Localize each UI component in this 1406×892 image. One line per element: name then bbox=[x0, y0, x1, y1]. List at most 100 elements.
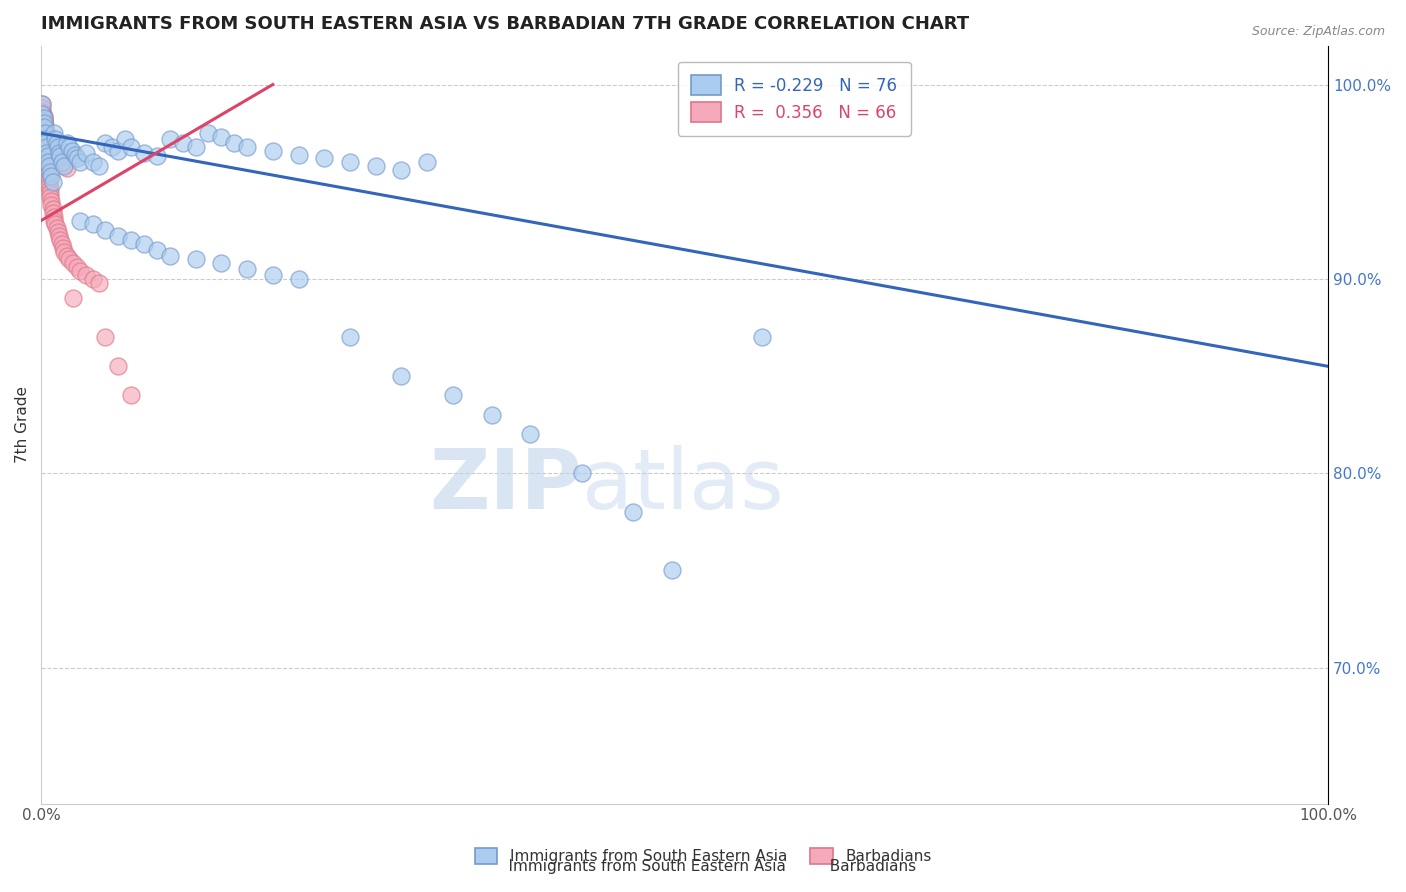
Point bbox=[107, 144, 129, 158]
Point bbox=[339, 155, 361, 169]
Point bbox=[42, 210, 65, 224]
Point bbox=[32, 112, 55, 127]
Point bbox=[35, 155, 58, 169]
Point bbox=[58, 252, 80, 267]
Point bbox=[621, 505, 644, 519]
Point bbox=[159, 132, 181, 146]
Text: atlas: atlas bbox=[582, 445, 783, 525]
Point bbox=[107, 229, 129, 244]
Point bbox=[236, 262, 259, 277]
Point bbox=[37, 163, 59, 178]
Point bbox=[45, 221, 67, 235]
Point bbox=[132, 145, 155, 160]
Point bbox=[34, 132, 56, 146]
Point bbox=[41, 142, 63, 156]
Point bbox=[416, 155, 439, 169]
Point bbox=[94, 330, 117, 344]
Point bbox=[146, 243, 169, 257]
Point bbox=[53, 244, 76, 259]
Point bbox=[45, 149, 67, 163]
Point bbox=[236, 139, 259, 153]
Legend: Immigrants from South Eastern Asia, Barbadians: Immigrants from South Eastern Asia, Barb… bbox=[467, 840, 939, 872]
Point bbox=[32, 111, 55, 125]
Point bbox=[87, 276, 110, 290]
Point bbox=[35, 139, 58, 153]
Point bbox=[339, 330, 361, 344]
Point bbox=[44, 218, 66, 232]
Point bbox=[32, 109, 55, 123]
Point bbox=[519, 427, 541, 442]
Point bbox=[287, 147, 309, 161]
Point bbox=[34, 122, 56, 136]
Point bbox=[184, 139, 207, 153]
Point bbox=[37, 130, 59, 145]
Text: Source: ZipAtlas.com: Source: ZipAtlas.com bbox=[1251, 25, 1385, 38]
Point bbox=[60, 144, 83, 158]
Point bbox=[661, 563, 683, 577]
Point bbox=[69, 213, 91, 227]
Point bbox=[39, 165, 62, 179]
Point bbox=[94, 223, 117, 237]
Point bbox=[53, 159, 76, 173]
Point bbox=[120, 139, 142, 153]
Text: IMMIGRANTS FROM SOUTH EASTERN ASIA VS BARBADIAN 7TH GRADE CORRELATION CHART: IMMIGRANTS FROM SOUTH EASTERN ASIA VS BA… bbox=[41, 15, 969, 33]
Point bbox=[481, 408, 503, 422]
Point bbox=[87, 159, 110, 173]
Point bbox=[56, 161, 79, 175]
Point bbox=[101, 139, 124, 153]
Point bbox=[35, 144, 58, 158]
Point bbox=[82, 218, 104, 232]
Point bbox=[314, 152, 336, 166]
Point bbox=[209, 256, 232, 270]
Point bbox=[32, 114, 55, 128]
Point bbox=[32, 116, 55, 130]
Point bbox=[46, 225, 69, 239]
Point bbox=[751, 330, 773, 344]
Point bbox=[42, 145, 65, 160]
Point bbox=[51, 155, 73, 169]
Point bbox=[224, 136, 246, 150]
Point bbox=[39, 186, 62, 201]
Point bbox=[35, 126, 58, 140]
Point bbox=[37, 149, 59, 163]
Point bbox=[38, 178, 60, 193]
Point bbox=[82, 272, 104, 286]
Point bbox=[287, 272, 309, 286]
Point bbox=[364, 159, 387, 173]
Point bbox=[120, 233, 142, 247]
Point bbox=[37, 155, 59, 169]
Point bbox=[66, 260, 89, 275]
Point bbox=[41, 194, 63, 208]
Point bbox=[41, 202, 63, 216]
Point bbox=[34, 124, 56, 138]
Point bbox=[32, 116, 55, 130]
Point bbox=[35, 145, 58, 160]
Point bbox=[262, 144, 284, 158]
Point bbox=[31, 97, 53, 112]
Y-axis label: 7th Grade: 7th Grade bbox=[15, 386, 30, 463]
Point bbox=[184, 252, 207, 267]
Point bbox=[34, 126, 56, 140]
Point bbox=[42, 126, 65, 140]
Point bbox=[31, 106, 53, 120]
Text: ZIP: ZIP bbox=[429, 445, 582, 525]
Point bbox=[42, 213, 65, 227]
Point bbox=[38, 134, 60, 148]
Point bbox=[35, 147, 58, 161]
Legend: R = -0.229   N = 76, R =  0.356   N = 66: R = -0.229 N = 76, R = 0.356 N = 66 bbox=[678, 62, 911, 136]
Point bbox=[391, 163, 413, 178]
Text: Immigrants from South Eastern Asia         Barbadians: Immigrants from South Eastern Asia Barba… bbox=[489, 859, 917, 874]
Point bbox=[66, 152, 89, 166]
Point bbox=[34, 136, 56, 150]
Point bbox=[41, 169, 63, 183]
Point bbox=[34, 128, 56, 142]
Point bbox=[571, 467, 593, 481]
Point bbox=[56, 249, 79, 263]
Point bbox=[31, 101, 53, 115]
Point bbox=[38, 159, 60, 173]
Point bbox=[34, 139, 56, 153]
Point bbox=[35, 152, 58, 166]
Point bbox=[75, 145, 97, 160]
Point bbox=[62, 291, 84, 305]
Point bbox=[32, 120, 55, 135]
